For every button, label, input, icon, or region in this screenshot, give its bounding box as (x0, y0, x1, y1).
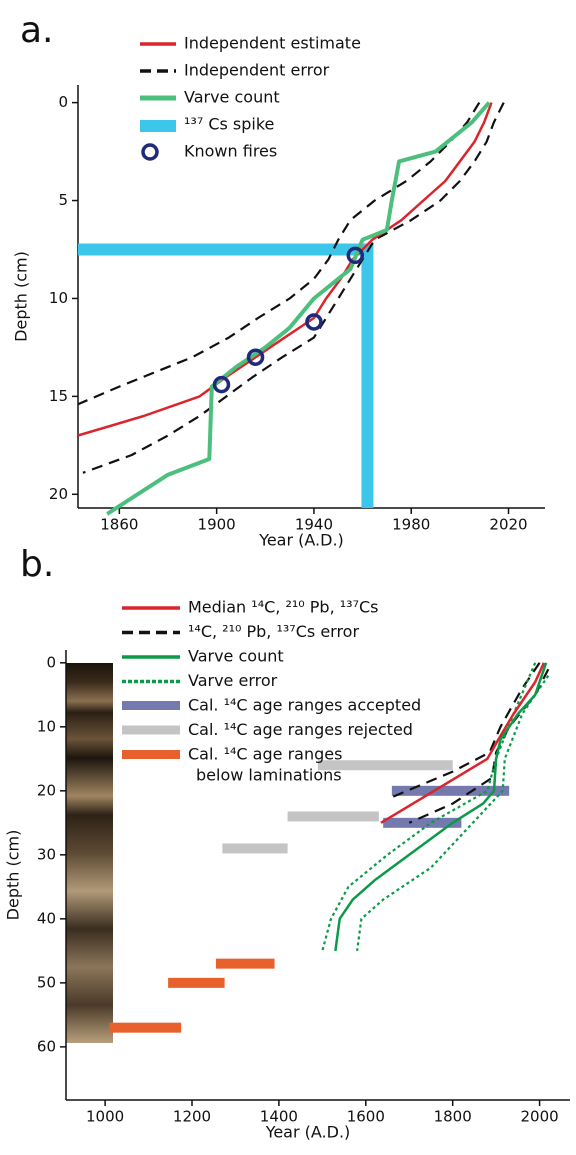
legend-label: Cal. ¹⁴C age ranges accepted (188, 696, 421, 715)
spike-vertical (361, 243, 374, 508)
legend-label: ¹³⁷ Cs spike (184, 115, 274, 134)
age-range (383, 817, 462, 828)
legend-label: ¹⁴C, ²¹⁰ Pb, ¹³⁷Cs error (188, 622, 359, 641)
x-axis-label: Year (A.D.) (265, 1123, 351, 1142)
legend-label: Cal. ¹⁴C age ranges rejected (188, 720, 413, 739)
series-line (334, 662, 548, 952)
x-tick-label: 1600 (347, 1108, 385, 1126)
legend-swatch (122, 750, 180, 759)
legend-label: Varve count (184, 88, 280, 107)
error-line (82, 102, 505, 474)
age-range (287, 811, 379, 822)
legend-label: Varve count (188, 647, 284, 666)
error-line (356, 674, 550, 952)
age-range (222, 843, 288, 854)
fire-marker (346, 246, 365, 265)
x-tick-label: 1200 (173, 1108, 211, 1126)
y-axis-label: Depth (cm) (12, 251, 31, 342)
legend-swatch (122, 701, 180, 710)
legend-label: Cal. ¹⁴C age ranges (188, 745, 342, 764)
x-tick-label: 1000 (86, 1108, 124, 1126)
x-tick-label: 1900 (198, 516, 236, 534)
y-axis-label: Depth (cm) (4, 830, 23, 921)
y-tick-label: 5 (58, 191, 68, 209)
legend-swatch (122, 725, 180, 735)
x-tick-label: 1980 (392, 516, 430, 534)
fire-marker (246, 348, 265, 366)
legend-label: Independent error (184, 61, 330, 80)
series-line (380, 662, 546, 824)
panel-label: b. (20, 544, 54, 585)
y-tick-label: 0 (46, 653, 56, 671)
y-tick-label: 10 (37, 717, 56, 735)
spike-horizontal (78, 243, 368, 256)
legend-label: Known fires (184, 142, 277, 161)
y-tick-label: 10 (49, 289, 68, 307)
x-tick-label: 1860 (100, 516, 138, 534)
x-tick-label: 2000 (520, 1108, 558, 1126)
x-tick-label: 1400 (260, 1108, 298, 1126)
y-tick-label: 40 (37, 909, 56, 927)
age-range (109, 1022, 182, 1033)
fire-marker (212, 375, 231, 394)
legend-label: Varve error (188, 671, 278, 690)
y-tick-label: 0 (58, 93, 68, 111)
fire-marker (305, 313, 323, 331)
legend-swatch (140, 120, 176, 132)
x-tick-label: 1800 (434, 1108, 472, 1126)
age-range (318, 760, 453, 771)
y-tick-label: 15 (49, 387, 68, 405)
age-range (168, 977, 225, 988)
x-tick-label: 2020 (489, 516, 527, 534)
x-axis-label: Year (A.D.) (258, 531, 344, 550)
x-tick-label: 1940 (295, 516, 333, 534)
error-line (77, 102, 481, 406)
panel-label: a. (20, 10, 54, 51)
series-line (106, 101, 491, 516)
legend-label: Independent estimate (184, 34, 361, 53)
y-tick-label: 30 (37, 845, 56, 863)
y-tick-label: 20 (37, 781, 56, 799)
legend-label: Median ¹⁴C, ²¹⁰ Pb, ¹³⁷Cs (188, 598, 379, 617)
age-range (215, 958, 275, 969)
legend-label: below laminations (196, 766, 342, 785)
error-line (391, 662, 541, 799)
age-range (391, 785, 510, 796)
legend-swatch (141, 143, 159, 161)
sediment-core (66, 663, 113, 1043)
y-tick-label: 20 (49, 485, 68, 503)
y-tick-label: 50 (37, 973, 56, 991)
y-tick-label: 60 (37, 1037, 56, 1055)
error-line (321, 662, 537, 952)
